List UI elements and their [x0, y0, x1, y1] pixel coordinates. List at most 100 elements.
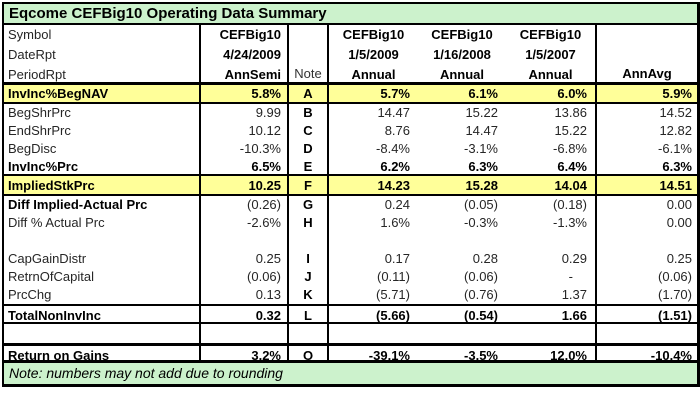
note-code-cell: E: [289, 158, 329, 174]
header-symbol-value: CEFBig10: [219, 27, 281, 42]
table-row: Diff Implied-Actual Prc (0.26) G 0.24 (0…: [4, 196, 697, 214]
row-label-cell: EndShrPrc: [4, 122, 201, 140]
annual-2009-value-cell: 1.6%: [380, 215, 410, 230]
table-row: InvInc%BegNAV 5.8% A 5.7% 6.1% 6.0% 5.9%: [4, 85, 697, 104]
annual-2008-value-cell: -3.5%: [464, 348, 498, 360]
row-label-cell: [4, 324, 201, 343]
table-row: TotalNonInvInc 0.32 L (5.66) (0.54) 1.66…: [4, 304, 697, 324]
header-label-periodrpt: PeriodRpt: [8, 67, 66, 82]
annsemi-value-cell: 5.8%: [201, 85, 289, 102]
annavg-value-cell: 12.82: [595, 122, 697, 140]
note-code-cell: J: [289, 268, 329, 286]
annual-2009-value-cell: 0.24: [384, 197, 410, 212]
annsemi-value-cell: (0.06): [201, 268, 289, 286]
annual-2007-value-cell: (0.18): [553, 197, 587, 212]
note-code-cell: [289, 324, 329, 343]
annavg-value-cell: 14.51: [595, 176, 697, 194]
annual-2007-value-cell: -6.8%: [553, 141, 587, 156]
header-period-value: Annual: [528, 67, 573, 82]
table-title: Eqcome CEFBig10 Operating Data Summary: [4, 4, 697, 25]
annual-2009-value-cell: 14.47: [377, 105, 410, 120]
header-period-value: AnnSemi: [224, 67, 281, 82]
row-label-cell: PrcChg: [4, 286, 201, 304]
annual-2007-value-cell: -: [568, 269, 573, 284]
annual-2007-value-cell: 14.04: [554, 178, 587, 193]
annavg-value-cell: [595, 232, 697, 250]
table-row: BegShrPrc 9.99 B 14.47 15.22 13.86 14.52: [4, 104, 697, 122]
header-period-value: Annual: [351, 67, 396, 82]
table-row: ImpliedStkPrc 10.25 F 14.23 15.28 14.04 …: [4, 176, 697, 196]
header-note-column: Note: [289, 25, 329, 82]
header-symbol-value: CEFBig10: [431, 27, 493, 42]
annual-2007-value-cell: 12.0%: [550, 348, 587, 360]
header-symbol-value: CEFBig10: [519, 27, 582, 42]
blank-row: [4, 232, 697, 250]
table-row: InvInc%Prc 6.5% E 6.2% 6.3% 6.4% 6.3%: [4, 158, 697, 176]
row-label-cell: InvInc%Prc: [4, 158, 201, 174]
note-column-label: Note: [294, 66, 322, 81]
annual-2007-value-cell: 13.86: [554, 105, 587, 120]
header-date-value: 1/5/2009: [348, 47, 399, 62]
header-column-2008: CEFBig10 1/16/2008 Annual: [418, 25, 506, 82]
annsemi-value-cell: 0.32: [201, 306, 289, 322]
annavg-value-cell: -6.1%: [595, 140, 697, 158]
annavg-value-cell: 0.25: [595, 250, 697, 268]
annual-2007-value-cell: 6.0%: [557, 86, 587, 101]
annavg-value-cell: (0.06): [595, 268, 697, 286]
header-column-2007: CEFBig10 1/5/2007 Annual: [506, 25, 595, 82]
row-label-cell: Diff % Actual Prc: [4, 214, 201, 232]
note-code-cell: B: [289, 104, 329, 122]
header-label-daterpt: DateRpt: [8, 47, 56, 62]
row-label-cell: CapGainDistr: [4, 250, 201, 268]
annual-2007-value-cell: 1.66: [561, 308, 587, 322]
table-row: EndShrPrc 10.12 C 8.76 14.47 15.22 12.82: [4, 122, 697, 140]
note-code-cell: O: [289, 346, 329, 360]
annavg-column-label: AnnAvg: [622, 66, 672, 81]
row-label-cell: [4, 232, 201, 250]
header-date-value: 1/16/2008: [433, 47, 491, 62]
header-label-symbol: Symbol: [8, 27, 52, 42]
annsemi-value-cell: 0.25: [201, 250, 289, 268]
annsemi-value-cell: 3.2%: [201, 346, 289, 360]
annual-2008-value-cell: 14.47: [465, 123, 498, 138]
annavg-value-cell: 0.00: [595, 196, 697, 214]
annavg-value-cell: 14.52: [595, 104, 697, 122]
header-symbol-value: CEFBig10: [342, 27, 405, 42]
annual-2009-value-cell: (5.66): [376, 308, 410, 322]
annual-2008-value-cell: (0.06): [464, 269, 498, 284]
annual-2008-value-cell: 15.22: [465, 105, 498, 120]
table-row: RetrnOfCapital (0.06) J (0.11) (0.06) - …: [4, 268, 697, 286]
header-column-annavg: AnnAvg: [595, 25, 697, 82]
annsemi-value-cell: -2.6%: [201, 214, 289, 232]
operating-data-summary-table: Eqcome CEFBig10 Operating Data Summary S…: [2, 2, 700, 387]
annsemi-value-cell: 9.99: [201, 104, 289, 122]
annual-2008-value-cell: 6.3%: [468, 159, 498, 174]
header-row: Symbol DateRpt PeriodRpt CEFBig10 4/24/2…: [4, 25, 697, 85]
annual-2009-value-cell: 6.2%: [380, 159, 410, 174]
header-row-labels: Symbol DateRpt PeriodRpt: [4, 25, 201, 82]
note-code-cell: C: [289, 122, 329, 140]
note-code-cell: H: [289, 214, 329, 232]
header-column-2009: CEFBig10 1/5/2009 Annual: [329, 25, 418, 82]
annual-2009-value-cell: (5.71): [376, 287, 410, 302]
header-period-value: Annual: [439, 67, 485, 82]
annual-2009-value-cell: -8.4%: [376, 141, 410, 156]
annual-2009-value-cell: 0.17: [384, 251, 410, 266]
row-label-cell: BegShrPrc: [4, 104, 201, 122]
annsemi-value-cell: [201, 324, 289, 343]
annual-2007-value-cell: -1.3%: [553, 215, 587, 230]
table-body: InvInc%BegNAV 5.8% A 5.7% 6.1% 6.0% 5.9%…: [4, 85, 697, 363]
footer-note: Note: numbers may not add due to roundin…: [4, 363, 697, 384]
header-date-value: 1/5/2007: [525, 47, 576, 62]
annavg-value-cell: (1.51): [595, 306, 697, 322]
annual-2007-value-cell: 1.37: [561, 287, 587, 302]
annual-2008-value-cell: -3.1%: [464, 141, 498, 156]
annavg-value-cell: [595, 324, 697, 343]
row-label-cell: ImpliedStkPrc: [4, 176, 201, 194]
annual-2008-value-cell: 0.28: [472, 251, 498, 266]
row-label-cell: Diff Implied-Actual Prc: [4, 196, 201, 214]
annual-2008-value-cell: [418, 324, 506, 343]
annual-2008-value-cell: 6.1%: [468, 86, 498, 101]
header-column-annsemi: CEFBig10 4/24/2009 AnnSemi: [201, 25, 289, 82]
annual-2008-value-cell: (0.05): [464, 197, 498, 212]
